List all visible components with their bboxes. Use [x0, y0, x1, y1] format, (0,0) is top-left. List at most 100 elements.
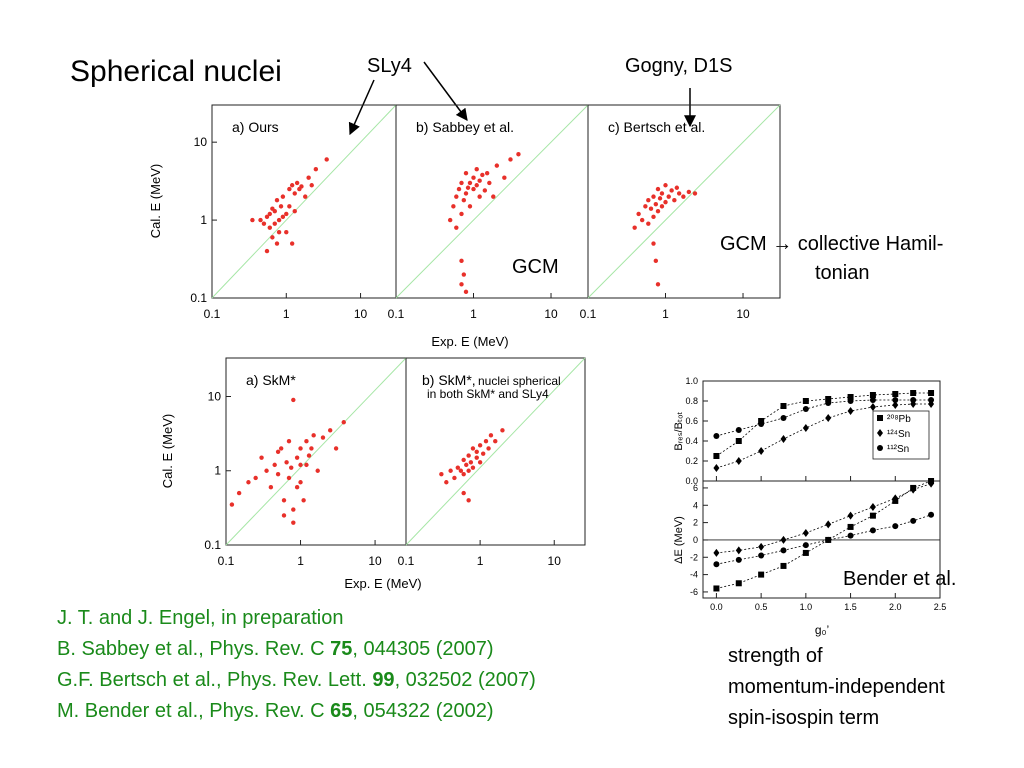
y-tick-label: 0.1	[190, 291, 207, 305]
point	[278, 446, 284, 451]
legend-label: ²⁰⁸Pb	[887, 414, 911, 425]
y-axis-label: Cal. E (MeV)	[148, 164, 163, 238]
point	[289, 183, 295, 188]
point	[713, 464, 720, 472]
point	[474, 166, 479, 172]
point	[646, 221, 651, 226]
point	[456, 186, 462, 192]
point	[454, 225, 459, 230]
point	[928, 511, 935, 518]
point	[463, 170, 469, 176]
point	[306, 175, 311, 180]
point	[258, 217, 263, 223]
point	[461, 471, 466, 477]
point	[294, 180, 300, 186]
point	[291, 507, 296, 512]
point	[470, 465, 476, 470]
point	[758, 542, 765, 551]
point	[264, 248, 270, 254]
point	[309, 183, 314, 188]
point	[284, 460, 289, 465]
point	[480, 172, 485, 178]
references: J. T. and J. Engel, in preparation B. Sab…	[57, 607, 536, 722]
point	[454, 194, 459, 199]
point	[458, 468, 464, 473]
point	[281, 498, 287, 503]
point	[892, 401, 899, 409]
y-axis-label: Bᵣₑₛ/Bₜₒₜ	[673, 411, 685, 450]
point	[735, 580, 742, 587]
point	[780, 435, 787, 443]
point	[735, 556, 742, 563]
bender-label: Bender et al.	[843, 568, 956, 590]
point	[758, 571, 765, 578]
point	[847, 532, 854, 539]
point	[655, 282, 661, 287]
point	[236, 490, 242, 496]
x-tick-label: 10	[368, 554, 382, 568]
legend-label: ¹¹²Sn	[887, 444, 909, 455]
point	[468, 460, 474, 465]
point	[448, 468, 453, 473]
x-tick-label: 1	[477, 554, 484, 568]
x-axis-label: Exp. E (MeV)	[344, 576, 421, 591]
y-axis-label: ΔE (MeV)	[673, 516, 685, 564]
x-tick-label: 2.5	[934, 602, 947, 612]
point	[264, 214, 270, 220]
point	[267, 225, 273, 230]
point	[444, 480, 449, 485]
point	[452, 475, 457, 481]
y-tick-label: 1.0	[685, 376, 698, 386]
point	[713, 548, 720, 557]
point	[802, 549, 809, 556]
reference-part: G.F. Bertsch et al., Phys. Rev. Lett.	[57, 669, 372, 691]
point	[461, 272, 467, 277]
legend-marker	[877, 429, 883, 437]
point	[802, 406, 809, 412]
point	[758, 552, 765, 559]
y-tick-label: 6	[693, 483, 698, 493]
point	[487, 180, 492, 186]
point	[928, 397, 935, 403]
point	[455, 465, 461, 470]
point	[780, 403, 787, 409]
point	[674, 185, 680, 190]
point	[275, 449, 281, 454]
point	[928, 479, 935, 488]
y-tick-label: -2	[690, 552, 698, 562]
point	[910, 517, 917, 524]
panel-title: c) Bertsch et al.	[608, 119, 705, 135]
point	[278, 204, 284, 209]
point	[502, 175, 507, 180]
point	[666, 194, 671, 199]
point	[500, 428, 505, 433]
point	[304, 462, 309, 468]
point	[651, 194, 656, 199]
point	[250, 217, 255, 223]
point	[306, 453, 312, 458]
reference: J. T. and J. Engel, in preparation	[57, 607, 343, 629]
point	[466, 498, 471, 503]
point	[286, 439, 292, 444]
point	[274, 241, 280, 246]
point	[735, 427, 742, 433]
point	[294, 485, 300, 490]
point	[659, 191, 665, 196]
point	[315, 468, 320, 473]
point	[471, 186, 476, 192]
point	[713, 433, 720, 439]
x-axis-label: g₀’	[815, 623, 829, 637]
point	[825, 414, 832, 422]
gcm-note: GCM → collective Hamil-	[720, 233, 943, 255]
point	[261, 221, 267, 226]
point	[651, 241, 656, 246]
series-line	[716, 403, 932, 469]
point	[847, 394, 854, 400]
arrow	[423, 61, 468, 121]
point	[274, 197, 280, 203]
point	[825, 520, 832, 529]
y-axis-label: Cal. E (MeV)	[160, 414, 175, 488]
x-tick-label: 10	[544, 307, 558, 321]
reference-part: 99	[372, 669, 394, 691]
